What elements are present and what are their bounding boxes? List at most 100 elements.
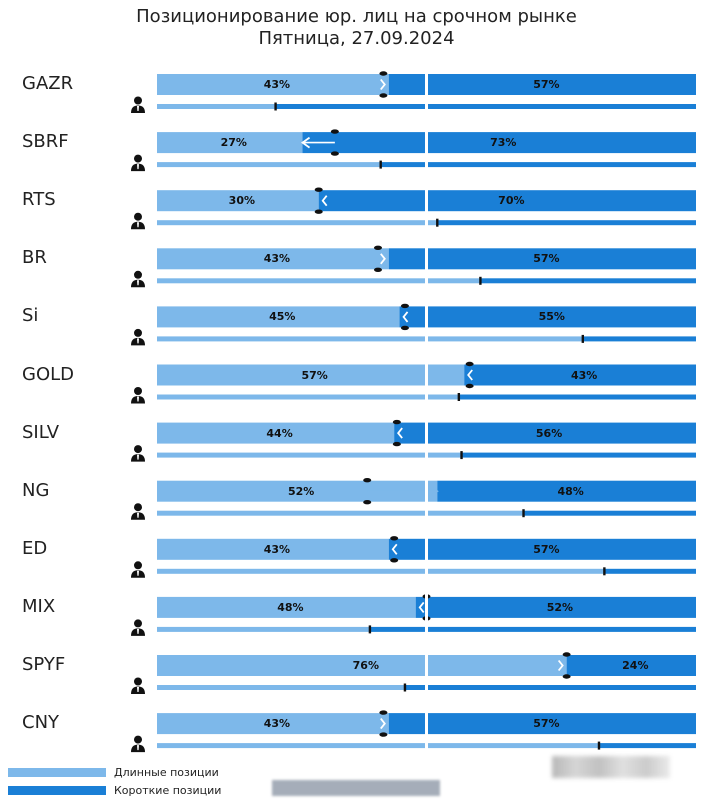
subbar-short <box>480 278 696 284</box>
prev-marker-top <box>373 245 382 250</box>
legend-label-short: Короткие позиции <box>114 784 222 797</box>
subbar-short <box>437 220 696 226</box>
prev-marker-top <box>363 478 372 483</box>
subbar-marker <box>597 741 601 750</box>
subbar-marker <box>436 218 439 227</box>
subbar-short <box>598 743 696 749</box>
short-pct-label: 57% <box>533 717 560 731</box>
subbar-short <box>523 510 696 516</box>
change-arrow-head <box>429 485 439 497</box>
ticker-label: SILV <box>22 421 60 443</box>
subbar-marker <box>457 393 461 401</box>
subbar-long <box>157 685 405 690</box>
prev-marker-bottom <box>379 93 388 98</box>
bar-long <box>157 480 438 502</box>
subbar-long <box>157 162 381 168</box>
change-arrow-head <box>380 718 386 730</box>
long-pct-label: 45% <box>269 310 296 324</box>
subbar-short <box>582 336 696 342</box>
bar-short <box>464 364 696 386</box>
bar-long <box>157 74 389 95</box>
long-pct-label: 30% <box>228 194 256 208</box>
change-arrow-head <box>380 253 386 265</box>
short-pct-label: 52% <box>546 600 574 614</box>
short-pct-label: 70% <box>498 194 525 208</box>
subbar-long <box>157 394 459 400</box>
long-pct-label: 52% <box>287 484 315 498</box>
prev-marker-bottom <box>465 383 474 389</box>
blurred-watermark <box>272 780 440 796</box>
bar-long <box>157 248 389 270</box>
person-icon <box>131 735 145 753</box>
subbar-short <box>461 452 696 458</box>
prev-marker-top <box>392 419 401 425</box>
subbar-long <box>157 278 481 284</box>
long-pct-label: 27% <box>220 136 247 150</box>
change-arrow-head <box>397 427 403 439</box>
legend-label-long: Длинные позиции <box>114 766 219 779</box>
change-arrow-head <box>557 659 564 672</box>
subbar-long <box>157 336 583 342</box>
ticker-label: NG <box>22 479 50 501</box>
subbar-long <box>157 220 438 226</box>
bar-short <box>388 248 696 270</box>
ticker-label: Si <box>22 305 39 327</box>
change-arrow-head <box>321 195 328 207</box>
bar-short <box>566 655 696 676</box>
bar-long <box>157 364 465 386</box>
long-pct-label: 43% <box>263 717 291 731</box>
short-pct-label: 43% <box>570 368 598 382</box>
prev-marker-bottom <box>392 441 401 447</box>
subbar-marker <box>368 625 372 634</box>
bar-short <box>399 306 696 328</box>
prev-marker-top <box>330 129 339 134</box>
short-pct-label: 57% <box>533 542 560 556</box>
subbar-marker <box>479 276 482 285</box>
prev-marker-top <box>562 652 571 657</box>
change-arrow-head <box>402 311 409 323</box>
subbar-short <box>275 104 696 109</box>
short-pct-label: 24% <box>622 659 649 672</box>
ticker-label: BR <box>22 247 47 269</box>
change-arrow-head <box>418 601 425 613</box>
bar-short <box>415 596 696 618</box>
legend-swatch-long <box>8 768 106 777</box>
bar-short <box>437 480 696 502</box>
ticker-label: ED <box>22 537 48 559</box>
long-pct-label: 43% <box>263 542 291 556</box>
subbar-short <box>380 162 696 168</box>
prev-marker-bottom <box>363 500 372 505</box>
subbar-short <box>404 685 696 690</box>
change-arrow-head <box>380 78 386 91</box>
subbar-long <box>157 626 370 632</box>
long-pct-label: 44% <box>266 426 293 440</box>
ticker-label: GAZR <box>22 73 74 94</box>
short-pct-label: 48% <box>557 484 584 498</box>
ticker-label: SBRF <box>22 131 69 153</box>
short-pct-label: 73% <box>490 136 517 150</box>
ticker-label: MIX <box>22 595 56 617</box>
long-pct-label: 48% <box>277 600 304 614</box>
prev-marker-bottom <box>562 674 571 679</box>
prev-marker-top <box>390 536 399 541</box>
bar-short <box>388 538 696 560</box>
bar-short <box>388 713 696 735</box>
bar-short <box>388 74 696 95</box>
subbar-marker <box>522 509 525 518</box>
bar-long <box>157 713 389 735</box>
long-pct-label: 43% <box>263 252 291 266</box>
long-pct-label: 76% <box>352 659 379 672</box>
person-icon <box>131 96 145 113</box>
prev-marker-bottom <box>314 209 323 214</box>
prev-marker-bottom <box>330 151 339 156</box>
subbar-short <box>604 568 696 574</box>
long-pct-label: 57% <box>301 368 328 382</box>
person-icon <box>131 154 145 172</box>
prev-marker-top <box>379 710 388 715</box>
bar-long <box>157 655 567 676</box>
change-arrow-head <box>300 136 311 149</box>
short-pct-label: 57% <box>533 78 560 91</box>
change-arrow-head <box>467 369 473 381</box>
short-pct-label: 55% <box>538 310 565 324</box>
